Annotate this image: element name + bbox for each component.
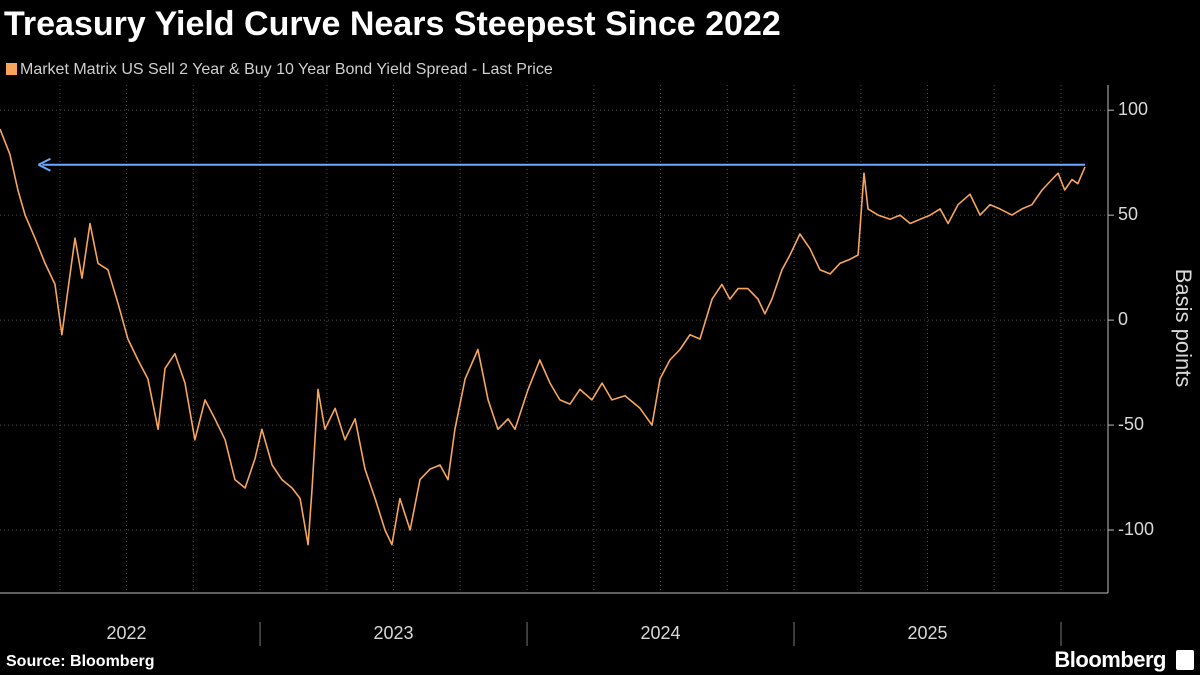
x-tick-label: 2022 [107, 623, 147, 643]
legend-swatch [6, 63, 17, 75]
y-tick-label: -100 [1118, 519, 1154, 539]
legend-label: Market Matrix US Sell 2 Year & Buy 10 Ye… [20, 61, 553, 78]
line-series [0, 128, 1086, 546]
brand-icon [1176, 650, 1194, 670]
x-tick-label: 2024 [641, 623, 681, 643]
reference-arrowhead [37, 157, 51, 172]
x-tick-label: 2023 [374, 623, 414, 643]
y-tick-label: -50 [1118, 414, 1144, 434]
source: Source: Bloomberg [6, 653, 154, 670]
brand: Bloomberg [1054, 647, 1166, 672]
chart-title: Treasury Yield Curve Nears Steepest Sinc… [4, 5, 781, 43]
y-axis-label: Basis points [1171, 269, 1196, 388]
y-tick-label: 50 [1118, 204, 1138, 224]
x-tick-label: 2025 [907, 623, 947, 643]
y-tick-label: 100 [1118, 99, 1148, 119]
y-tick-label: 0 [1118, 309, 1128, 329]
